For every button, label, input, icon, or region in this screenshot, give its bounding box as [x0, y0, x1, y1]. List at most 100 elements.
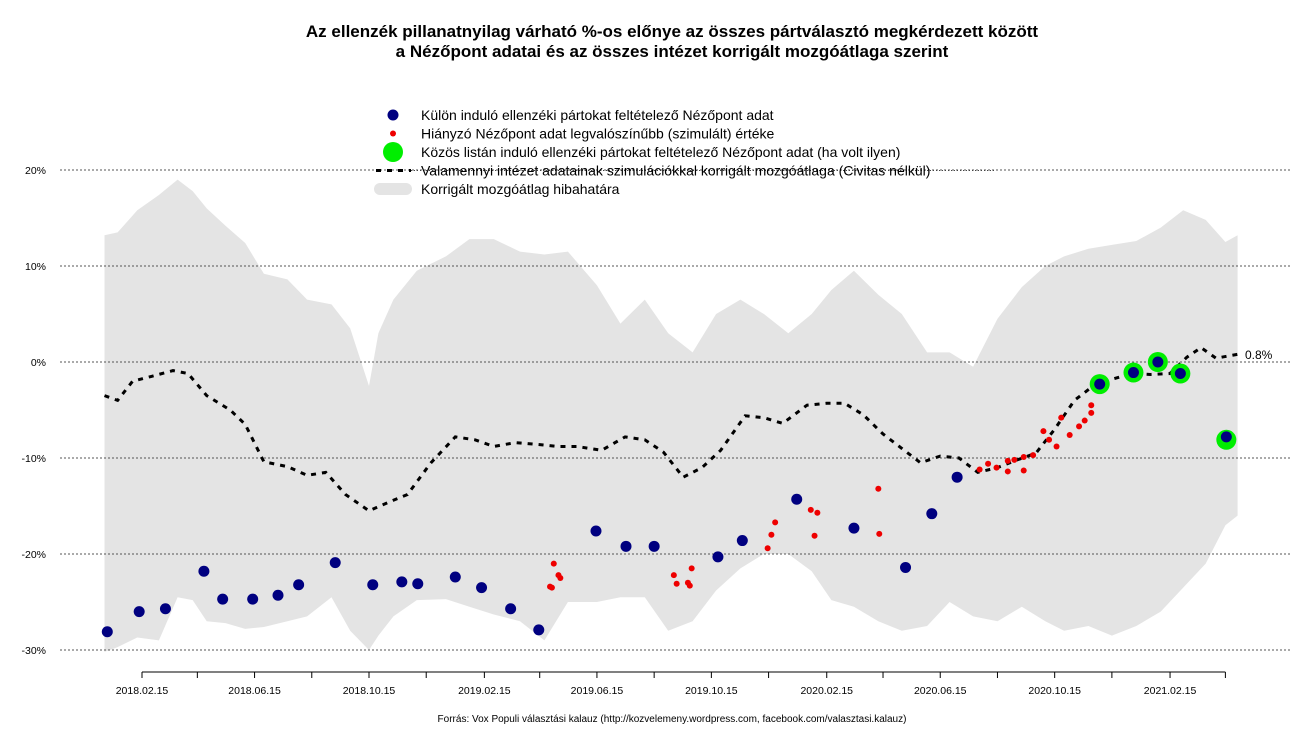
separate-list-point	[736, 535, 748, 547]
simulated-point	[1040, 428, 1047, 435]
simulated-point	[1053, 443, 1060, 450]
simulated-point	[1030, 452, 1037, 459]
simulated-point	[1004, 468, 1011, 475]
simulated-point	[1088, 409, 1095, 416]
separate-list-point	[396, 576, 408, 588]
legend-label: Közös listán induló ellenzéki pártokat f…	[421, 144, 900, 160]
legend-navy-dot-icon	[387, 109, 399, 121]
y-tick-label: 0%	[31, 357, 46, 369]
separate-list-point	[247, 593, 259, 605]
x-tick-label: 2021.02.15	[1144, 685, 1197, 697]
simulated-point	[993, 464, 1000, 471]
separate-list-point	[272, 589, 284, 601]
separate-list-point	[951, 471, 963, 483]
legend-item: Külön induló ellenzéki pártokat feltétel…	[387, 107, 774, 123]
separate-list-point	[476, 582, 488, 594]
separate-list-point	[505, 603, 517, 615]
separate-list-point	[159, 603, 171, 615]
separate-list-point	[412, 578, 424, 590]
simulated-point	[1066, 431, 1073, 438]
y-tick-label: 20%	[25, 165, 46, 177]
x-tick-label: 2020.06.15	[914, 685, 967, 697]
chart-subtitle: a Nézőpont adatai és az összes intézet k…	[396, 42, 949, 61]
grid-layer	[60, 169, 1290, 651]
simulated-point	[764, 545, 771, 552]
separate-list-point	[620, 540, 632, 552]
simulated-point	[768, 531, 775, 538]
legend-band-icon	[374, 183, 412, 195]
simulated-point	[688, 565, 695, 572]
simulated-point	[876, 530, 883, 537]
separate-list-point	[367, 579, 379, 591]
y-tick-label: -20%	[21, 549, 46, 561]
separate-list-point	[1220, 431, 1232, 443]
x-tick-label: 2019.10.15	[685, 685, 738, 697]
y-tick-label: -10%	[21, 453, 46, 465]
simulated-point	[1088, 402, 1095, 409]
simulated-point	[985, 460, 992, 467]
legend-label: Korrigált mozgóátlag hibahatára	[421, 181, 620, 197]
simulated-point	[772, 519, 779, 526]
legend-item: Hiányzó Nézőpont adat legvalószínűbb (sz…	[390, 126, 775, 142]
separate-list-point	[198, 565, 210, 577]
legend-red-dot-icon	[390, 130, 396, 137]
legend-green-dot-icon	[383, 142, 403, 162]
y-tick-label: 10%	[25, 261, 46, 273]
legend-item: Valamennyi intézet adatainak szimulációk…	[376, 163, 995, 179]
separate-list-point	[791, 493, 803, 505]
x-tick-label: 2019.06.15	[571, 685, 624, 697]
separate-list-point	[133, 606, 145, 618]
x-tick-label: 2019.02.15	[458, 685, 511, 697]
simulated-point	[1004, 457, 1011, 464]
simulated-point	[1020, 454, 1027, 461]
x-tick-label: 2018.06.15	[228, 685, 281, 697]
separate-list-point	[926, 508, 938, 520]
separate-list-point	[1094, 378, 1106, 390]
simulated-point	[1076, 423, 1083, 430]
error-band-layer	[104, 179, 1238, 652]
simulated-point	[807, 506, 814, 513]
separate-list-point	[449, 571, 461, 583]
y-tick-label: -30%	[21, 645, 46, 657]
separate-list-point	[101, 626, 113, 638]
source-note: Forrás: Vox Populi választási kalauz (ht…	[438, 714, 907, 725]
separate-list-point	[1174, 368, 1186, 380]
legend-label: Hiányzó Nézőpont adat legvalószínűbb (sz…	[421, 126, 775, 142]
separate-list-point	[1127, 367, 1139, 379]
separate-list-point	[217, 593, 229, 605]
simulated-point	[548, 584, 555, 591]
separate-list-point	[329, 557, 341, 569]
legend-label: Külön induló ellenzéki pártokat feltétel…	[421, 107, 774, 123]
error-band	[104, 179, 1238, 652]
simulated-point	[1011, 456, 1018, 463]
simulated-point	[1046, 436, 1053, 443]
simulated-point	[976, 466, 983, 473]
separate-list-point	[1152, 356, 1164, 368]
legend-item: Korrigált mozgóátlag hibahatára	[374, 181, 620, 197]
simulated-point	[550, 560, 557, 567]
points-layer	[101, 352, 1237, 638]
y-axis-labels: 20% 10% 0% -10% -20% -30%	[21, 165, 46, 657]
simulated-point	[1081, 417, 1088, 424]
simulated-point	[557, 575, 564, 581]
x-axis: 2018.02.15 2018.06.15 2018.10.15 2019.02.15…	[116, 671, 1226, 697]
simulated-point	[814, 509, 821, 516]
simulated-point	[1020, 467, 1027, 474]
simulated-point	[686, 582, 693, 589]
moving-average-end-label: 0.8%	[1245, 348, 1273, 362]
simulated-point	[875, 485, 882, 492]
x-tick-label: 2020.10.15	[1028, 685, 1081, 697]
separate-list-point	[712, 551, 724, 563]
chart-title: Az ellenzék pillanatnyilag várható %-os …	[306, 22, 1039, 41]
separate-list-point	[293, 579, 305, 591]
simulated-point	[811, 532, 818, 539]
x-tick-label: 2018.10.15	[343, 685, 396, 697]
separate-list-point	[533, 624, 545, 636]
x-tick-label: 2020.02.15	[800, 685, 853, 697]
simulated-point	[673, 580, 680, 587]
legend-item: Közös listán induló ellenzéki pártokat f…	[383, 142, 900, 162]
separate-list-point	[848, 522, 860, 534]
simulated-point	[1058, 414, 1065, 421]
separate-list-point	[648, 540, 660, 552]
